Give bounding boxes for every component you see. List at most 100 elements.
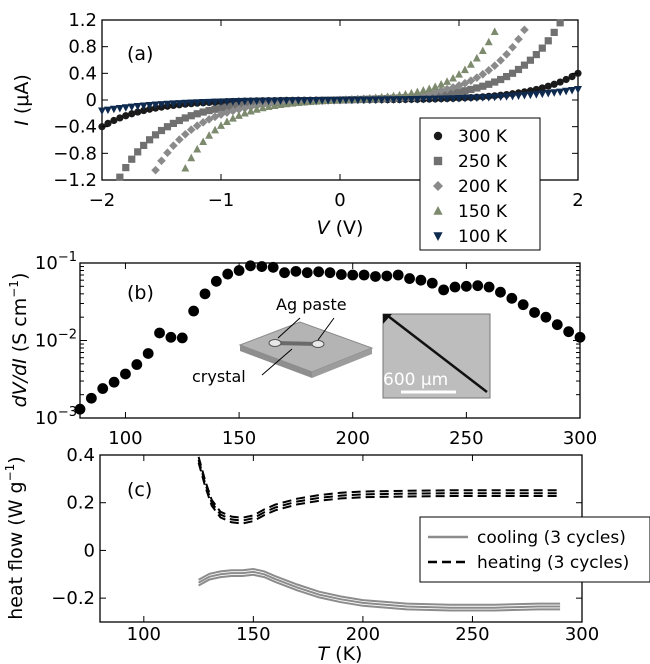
data-point [431, 95, 440, 104]
data-point [472, 280, 484, 292]
data-point [517, 299, 529, 311]
data-point [550, 28, 558, 36]
data-point [568, 73, 576, 81]
data-point [383, 96, 392, 104]
data-point [165, 331, 177, 343]
data-point [175, 135, 184, 144]
panel-b-xtick-label: 250 [449, 428, 483, 449]
ag-paste-pointer-1 [277, 317, 301, 339]
data-point [157, 156, 166, 166]
data-point [437, 80, 446, 88]
crystal-label: crystal [192, 367, 246, 386]
panel-a-ytick-label: −0.8 [53, 143, 97, 164]
data-point [415, 274, 427, 286]
panel-b-ticks: 100 150 200 250 300 10−1 10−2 10−3 [35, 250, 597, 449]
data-point [234, 105, 244, 114]
data-point [483, 281, 495, 293]
data-point [187, 153, 196, 162]
data-point [151, 165, 160, 175]
data-point [222, 268, 234, 280]
panel-b: 100 150 200 250 300 10−1 10−2 10−3 (b) dV/dI (S… [7, 250, 597, 449]
data-point [556, 88, 565, 97]
data-point [134, 108, 142, 116]
panel-c-ytick-label: 0.2 [66, 493, 95, 514]
panel-a-xtick-label: 0 [334, 190, 345, 211]
panel-b-label: (b) [127, 282, 154, 304]
data-point [506, 292, 518, 304]
panel-c-xlabel: T (K) [318, 643, 363, 664]
data-point [544, 37, 552, 45]
data-point [490, 93, 499, 102]
data-point [324, 96, 333, 105]
data-point [128, 110, 136, 118]
data-point [240, 103, 250, 113]
data-point [419, 95, 428, 104]
data-point [449, 281, 461, 293]
panel-a-ytick-label: 0.8 [68, 37, 97, 58]
data-point [365, 96, 374, 105]
series-cooling-3-cycles- [198, 567, 561, 612]
series-100-K [98, 86, 582, 116]
crystal-plate-edge-right [312, 348, 372, 378]
data-point [478, 69, 488, 79]
data-point [455, 88, 463, 96]
panel-a-ytick-label: −0.4 [53, 117, 97, 138]
data-point [520, 92, 529, 100]
data-point [140, 106, 148, 115]
data-point [508, 42, 517, 52]
panel-b-ytick-label: 10−3 [35, 405, 77, 429]
crystal-plate-edge [240, 345, 312, 378]
data-point [176, 332, 188, 344]
data-point [479, 82, 487, 90]
data-point [151, 101, 160, 110]
data-point [163, 148, 172, 158]
data-point [245, 260, 256, 272]
data-point [478, 94, 487, 102]
data-point [217, 98, 225, 107]
cycle-line [197, 456, 561, 519]
cycle-line [198, 570, 561, 609]
data-point [267, 261, 279, 273]
data-point [116, 173, 124, 181]
panel-a-xtick-label: −1 [208, 190, 235, 211]
data-point [467, 85, 475, 94]
panel-b-marks [74, 260, 586, 415]
panel-a-xlabel: V (V) [317, 217, 364, 239]
data-point [485, 80, 493, 88]
data-point [122, 112, 130, 120]
data-point [455, 95, 463, 103]
data-point [211, 125, 220, 134]
micrograph-crystal-edge [387, 315, 488, 393]
cycle-line [197, 462, 561, 525]
data-point [169, 141, 178, 150]
data-point [104, 119, 112, 127]
data-point [358, 269, 370, 281]
data-point [288, 97, 297, 105]
cycle-line [198, 567, 561, 606]
data-point [134, 148, 142, 156]
data-point [301, 267, 313, 279]
data-point [318, 96, 327, 105]
data-point [122, 164, 130, 172]
data-point [460, 65, 469, 74]
data-point [484, 37, 493, 46]
data-point [413, 87, 422, 96]
data-point [538, 44, 546, 52]
data-point [370, 271, 381, 282]
data-point [502, 50, 511, 59]
data-point [466, 94, 475, 103]
micrograph-inset: 600 μm [382, 313, 491, 399]
data-point [294, 97, 303, 105]
data-point [228, 106, 238, 116]
data-point [484, 65, 494, 75]
data-point [413, 95, 422, 104]
data-point [140, 141, 148, 150]
cycle-line [198, 573, 561, 612]
data-point [276, 97, 285, 105]
legend-label: 250 K [458, 152, 508, 172]
data-point [436, 86, 446, 95]
data-point [103, 106, 112, 115]
data-point [127, 103, 136, 112]
data-point [146, 136, 154, 144]
panel-b-xtick-label: 100 [108, 428, 142, 449]
